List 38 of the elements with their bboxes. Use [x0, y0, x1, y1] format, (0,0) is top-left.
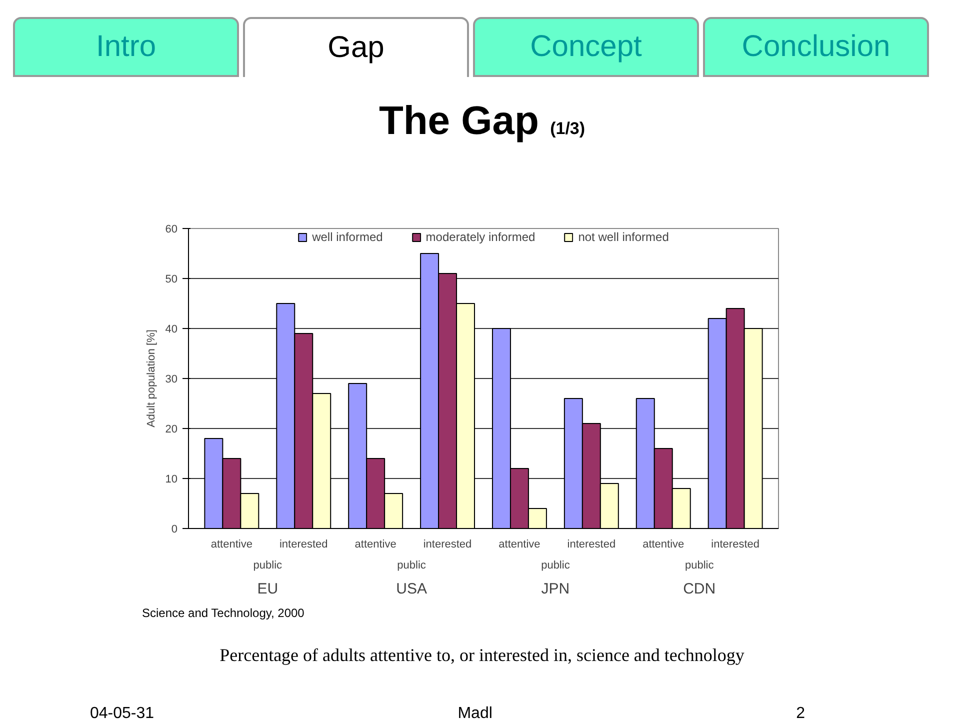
text: public [684, 560, 714, 572]
y-tick-label: 10 [165, 474, 178, 486]
text: Gap [243, 17, 469, 77]
text: Percentage of adults attentive to, or interested in, science and technology [218, 645, 746, 666]
text: USA [396, 580, 427, 598]
x-tick-label: interested [567, 538, 616, 550]
text: CDN [683, 580, 716, 598]
y-axis-title: Adult population [%] [145, 330, 158, 428]
x-tick-label: interested [279, 538, 328, 550]
x-tick-label: attentive [210, 538, 252, 550]
x-tick-label: attentive [498, 538, 540, 550]
text: public [253, 560, 283, 572]
text: Conclusion [703, 17, 929, 77]
y-tick-label: 60 [165, 224, 178, 236]
text: EU [257, 580, 278, 598]
legend-label: not well informed [578, 230, 669, 244]
y-tick-label: 40 [165, 324, 178, 336]
chart-subtitle: (1/3) [550, 119, 586, 138]
y-tick-label: 0 [171, 524, 178, 536]
y-tick-label: 30 [165, 374, 178, 386]
text: 04-05-31 [90, 705, 154, 723]
legend-label: well informed [312, 230, 383, 244]
x-tick-label: attentive [354, 538, 396, 550]
y-tick-label: 50 [165, 274, 178, 286]
text: Concept [473, 17, 699, 77]
x-tick-label: attentive [642, 538, 684, 550]
legend-label: moderately informed [426, 230, 536, 244]
text: public [541, 560, 570, 572]
x-tick-label: interested [423, 538, 472, 550]
text: public [397, 560, 426, 572]
text: 2 [796, 705, 805, 723]
text: Madl [458, 705, 492, 723]
chart-title: The Gap [378, 99, 539, 143]
text: Intro [13, 17, 239, 77]
text: JPN [541, 580, 570, 598]
x-tick-label: interested [711, 538, 760, 550]
y-tick-label: 20 [165, 424, 178, 436]
text: Science and Technology, 2000 [142, 606, 304, 620]
